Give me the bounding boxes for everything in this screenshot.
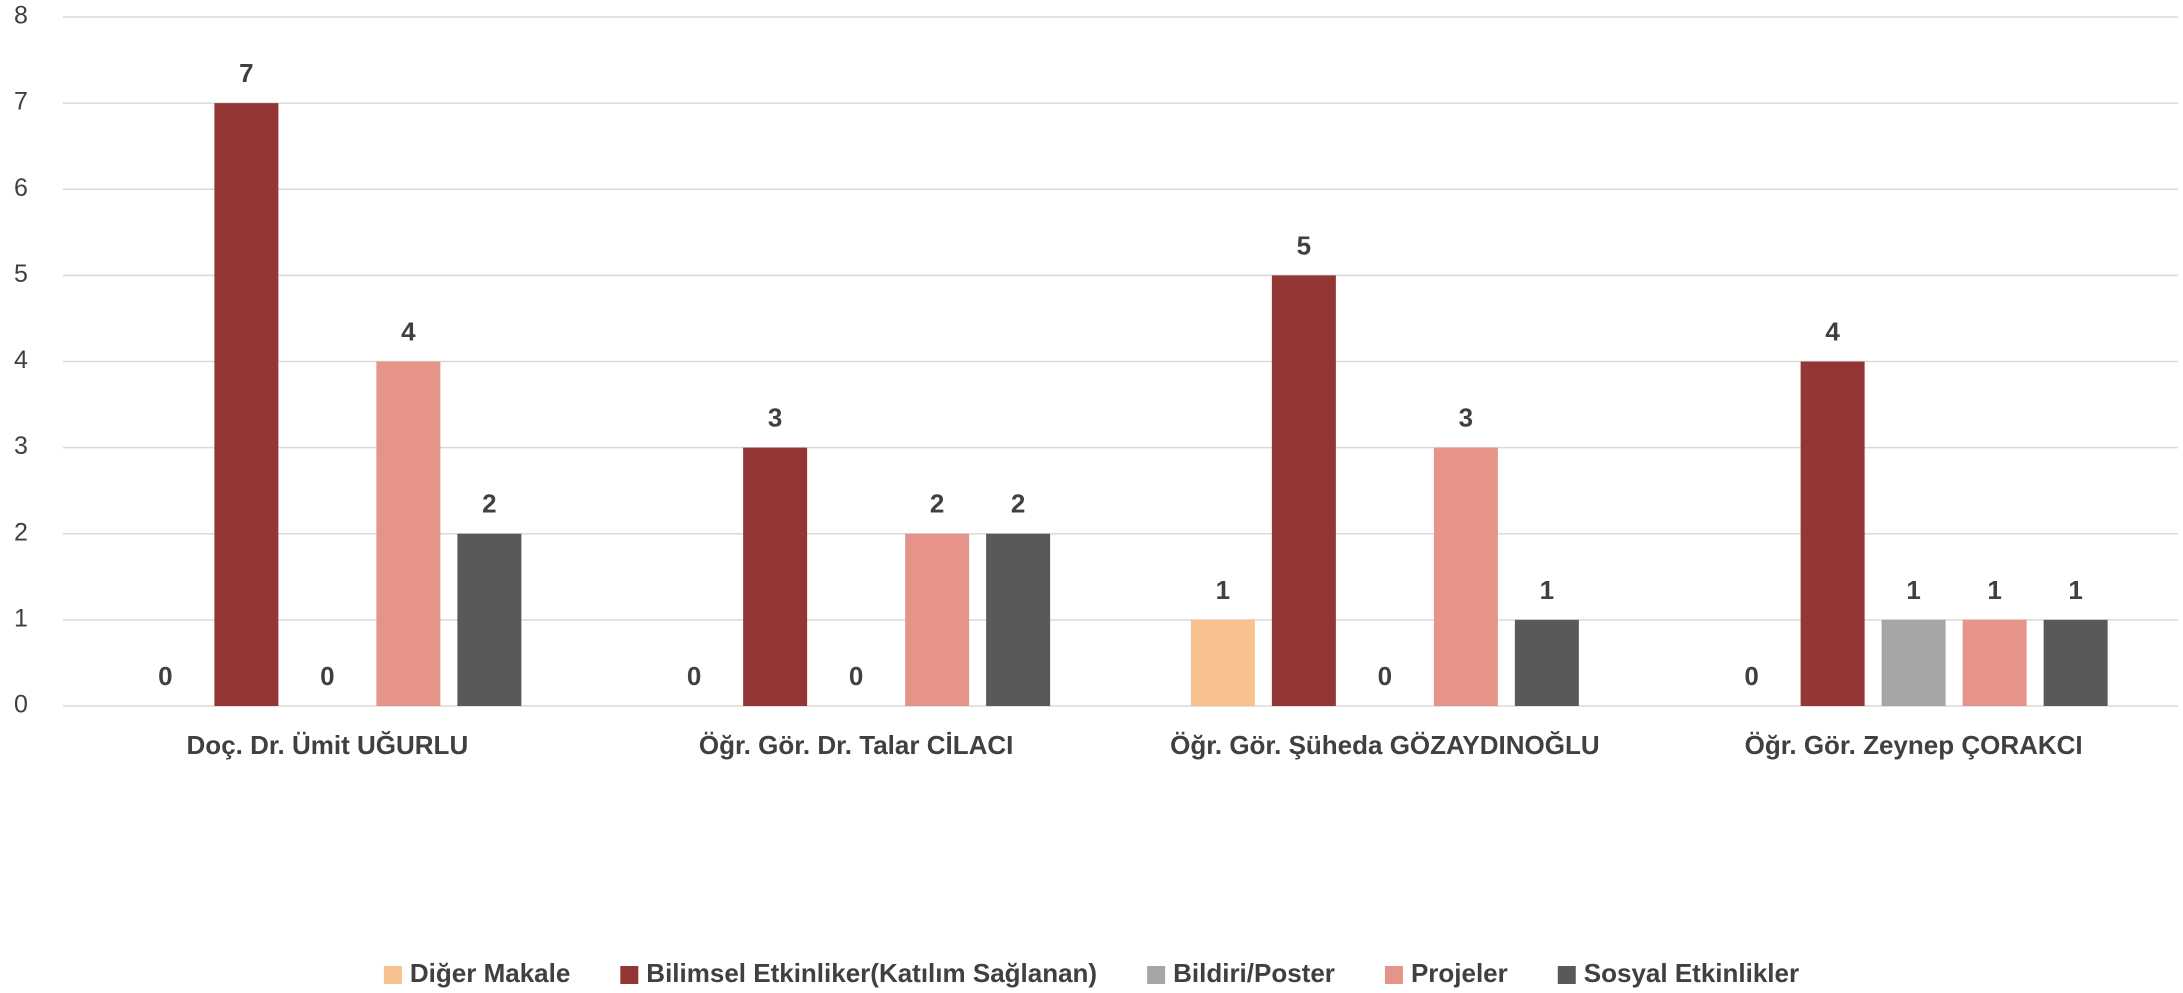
x-tick-label: Doç. Dr. Ümit UĞURLU — [187, 730, 469, 760]
y-tick-label: 2 — [14, 518, 28, 546]
legend-swatch — [620, 966, 639, 984]
data-label: 2 — [930, 489, 944, 519]
data-label: 2 — [1011, 489, 1025, 519]
bar — [1433, 447, 1498, 706]
data-label: 0 — [1378, 661, 1392, 691]
y-tick-label: 8 — [14, 2, 28, 30]
legend-label: Bilimsel Etkinliker(Katılım Sağlanan) — [646, 958, 1097, 988]
data-label: 2 — [482, 489, 496, 519]
x-tick-label: Öğr. Gör. Şüheda GÖZAYDINOĞLU — [1170, 730, 1600, 760]
bar — [1800, 361, 1865, 706]
y-tick-label: 5 — [14, 260, 28, 288]
data-label: 3 — [768, 403, 782, 433]
bar — [1514, 619, 1579, 706]
y-tick-label: 1 — [14, 604, 28, 632]
x-tick-label: Öğr. Gör. Zeynep ÇORAKCI — [1745, 730, 2083, 760]
data-label: 4 — [1825, 316, 1840, 346]
legend-label: Projeler — [1411, 958, 1508, 988]
legend-swatch — [1147, 966, 1166, 984]
bar — [2043, 619, 2108, 706]
data-label: 0 — [687, 661, 701, 691]
data-label: 1 — [1540, 575, 1554, 605]
data-label: 3 — [1459, 403, 1473, 433]
data-label: 0 — [320, 661, 334, 691]
bar — [376, 361, 441, 706]
y-tick-label: 0 — [14, 691, 28, 719]
y-tick-label: 6 — [14, 174, 28, 202]
data-label: 0 — [1744, 661, 1758, 691]
y-tick-label: 3 — [14, 432, 28, 460]
data-label: 7 — [239, 58, 253, 88]
bar — [986, 533, 1051, 706]
legend-swatch — [1557, 966, 1576, 984]
data-label: 1 — [1987, 575, 2001, 605]
legend-label: Sosyal Etkinlikler — [1584, 958, 1799, 988]
data-label: 1 — [1216, 575, 1230, 605]
y-tick-label: 7 — [14, 88, 28, 116]
x-tick-label: Öğr. Gör. Dr. Talar CİLACI — [699, 730, 1013, 760]
y-tick-label: 4 — [14, 346, 28, 374]
data-label: 1 — [1906, 575, 1920, 605]
bar — [214, 103, 279, 706]
legend-label: Diğer Makale — [410, 958, 570, 988]
bar — [1190, 619, 1255, 706]
bar — [1271, 275, 1336, 706]
bar — [905, 533, 970, 706]
data-label: 0 — [158, 661, 172, 691]
legend-swatch — [383, 966, 402, 984]
data-label: 0 — [849, 661, 863, 691]
bar — [1962, 619, 2027, 706]
legend-swatch — [1384, 966, 1403, 984]
bar — [457, 533, 522, 706]
legend-label: Bildiri/Poster — [1173, 958, 1335, 988]
data-label: 4 — [401, 316, 416, 346]
data-label: 1 — [2068, 575, 2082, 605]
bar — [743, 447, 808, 706]
bar — [1881, 619, 1946, 706]
data-label: 5 — [1297, 230, 1311, 260]
